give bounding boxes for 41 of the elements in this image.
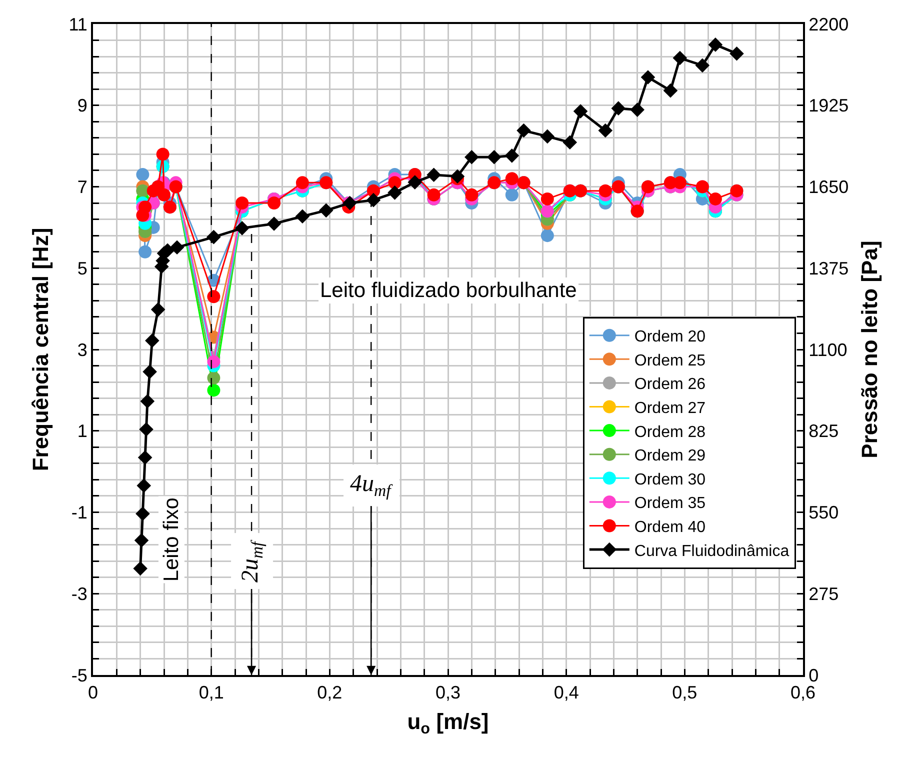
- x-tick-label: 0: [88, 682, 98, 703]
- legend-label: Ordem 29: [634, 448, 706, 465]
- y-tick-label: 5: [77, 258, 88, 278]
- y2-tick-label: 1100: [808, 340, 848, 360]
- y-tick-label: 1: [77, 421, 88, 442]
- y2-tick-label: 1925: [808, 96, 849, 116]
- legend-label: Ordem 40: [634, 518, 706, 536]
- legend-label: Ordem 28: [634, 424, 706, 441]
- annotation: Leito fixo: [160, 498, 183, 582]
- annotation: 4u$_{mf}$: [350, 471, 394, 500]
- x-tick-label: 0,3: [435, 682, 461, 703]
- y2-tick-label: 2200: [808, 14, 849, 34]
- y-tick-label: -1: [71, 502, 88, 523]
- y2-tick-label: 0: [808, 665, 819, 686]
- y-tick-label: -3: [71, 584, 88, 604]
- y-axis-title: Frequência central [Hz]: [28, 228, 54, 472]
- y-tick-label: 7: [77, 177, 88, 198]
- x-tick-label: 0,1: [198, 682, 224, 703]
- legend-label: Ordem 30: [634, 471, 706, 488]
- legend-label: Curva Fluidodinâmica: [634, 542, 790, 560]
- y2-tick-label: 275: [808, 584, 839, 604]
- legend-label: Ordem 35: [634, 495, 706, 512]
- y2-axis-title: Pressão no leito [Pa]: [857, 240, 882, 458]
- legend-label: Ordem 27: [634, 400, 706, 417]
- y-tick-label: 11: [68, 14, 88, 34]
- legend-label: Ordem 20: [634, 328, 706, 346]
- y2-tick-label: 1375: [808, 258, 849, 278]
- y2-tick-label: 550: [808, 502, 839, 523]
- y-tick-label: -5: [71, 665, 88, 686]
- legend-label: Ordem 25: [634, 352, 706, 370]
- annotation: Leito fluidizado borbulhante: [320, 279, 577, 302]
- x-tick-label: 0,5: [672, 682, 698, 703]
- x-tick-label: 0,6: [790, 682, 816, 703]
- x-axis-title: u$_{o}$ [m/s]: [407, 709, 489, 738]
- y-tick-label: 3: [77, 340, 88, 360]
- x-tick-label: 0,2: [317, 682, 342, 703]
- legend-label: Ordem 26: [634, 376, 706, 394]
- y2-tick-label: 1650: [808, 177, 849, 198]
- x-tick-label: 0,4: [554, 682, 579, 703]
- y2-tick-label: 825: [808, 421, 839, 442]
- y-tick-label: 9: [77, 96, 88, 116]
